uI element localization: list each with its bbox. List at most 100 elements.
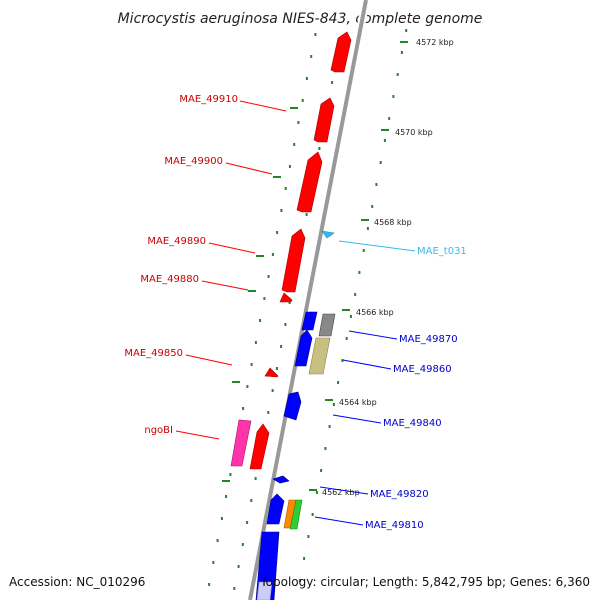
track-tick bbox=[275, 367, 278, 370]
track-tick bbox=[345, 337, 348, 340]
label-mae-49840[interactable]: MAE_49840 bbox=[383, 418, 442, 429]
label-mae-49860[interactable]: MAE_49860 bbox=[393, 364, 452, 375]
track-tick bbox=[305, 213, 308, 216]
track-tick bbox=[332, 403, 335, 406]
track-tick bbox=[259, 319, 262, 322]
track-tick bbox=[288, 301, 291, 304]
label-ngobi[interactable]: ngoBI bbox=[144, 425, 173, 436]
gene-blue-upper[interactable] bbox=[301, 311, 318, 331]
label-mae-49850[interactable]: MAE_49850 bbox=[124, 348, 183, 359]
connector-mae-49860 bbox=[342, 359, 392, 370]
map-title: Microcystis aeruginosa NIES-843, complet… bbox=[118, 11, 483, 27]
kbp-label-4572: 4572 kbp bbox=[416, 38, 454, 47]
track-tick bbox=[284, 323, 287, 326]
label-mae-49890[interactable]: MAE_49890 bbox=[147, 236, 206, 247]
track-tick bbox=[307, 535, 310, 538]
connector-mae-49880 bbox=[201, 280, 249, 291]
gene-mae-49810[interactable] bbox=[289, 499, 303, 530]
gene-mae-49860-blue[interactable] bbox=[294, 329, 313, 367]
track-tick bbox=[220, 517, 223, 520]
gene-mae-49820[interactable] bbox=[272, 475, 290, 484]
gene-mae-49840[interactable] bbox=[283, 391, 302, 421]
track-tick bbox=[388, 117, 391, 120]
track-major-tick bbox=[232, 381, 240, 383]
track-tick bbox=[216, 539, 219, 542]
kbp-scale: 4572 kbp 4570 kbp 4568 kbp 4566 kbp 4564… bbox=[322, 38, 454, 497]
connector-lines bbox=[175, 100, 416, 526]
track-tick bbox=[280, 345, 283, 348]
track-tick bbox=[362, 249, 365, 252]
connector-mae-49820 bbox=[319, 486, 369, 495]
gene-mae-t031[interactable] bbox=[321, 230, 335, 239]
track-tick bbox=[310, 55, 313, 58]
track-tick bbox=[246, 521, 249, 524]
track-tick bbox=[392, 95, 395, 98]
track-tick bbox=[212, 561, 215, 564]
label-mae-49910[interactable]: MAE_49910 bbox=[179, 94, 238, 105]
track-tick bbox=[242, 407, 245, 410]
track-tick bbox=[324, 447, 327, 450]
gene-ngobi[interactable] bbox=[249, 423, 270, 470]
label-mae-49820[interactable]: MAE_49820 bbox=[370, 489, 429, 500]
connector-mae-49870 bbox=[348, 330, 398, 340]
track-tick bbox=[331, 81, 334, 84]
track-major-tick bbox=[400, 41, 408, 43]
label-mae-49900[interactable]: MAE_49900 bbox=[164, 156, 223, 167]
gene-mae-49900[interactable] bbox=[296, 151, 323, 213]
track-tick bbox=[263, 297, 266, 300]
track-tick bbox=[379, 161, 382, 164]
connector-mae-49890 bbox=[208, 242, 256, 254]
track-tick bbox=[358, 271, 361, 274]
track-major-tick bbox=[256, 255, 264, 257]
track-major-tick bbox=[342, 309, 350, 311]
track-ticks bbox=[208, 29, 408, 590]
kbp-label-4562: 4562 kbp bbox=[322, 488, 360, 497]
gene-blue-lower[interactable] bbox=[266, 493, 285, 525]
track-tick bbox=[250, 499, 253, 502]
label-mae-49870[interactable]: MAE_49870 bbox=[399, 334, 458, 345]
connector-mae-49850 bbox=[185, 354, 233, 366]
track-major-tick bbox=[361, 219, 369, 221]
track-tick bbox=[246, 385, 249, 388]
gene-red-top[interactable] bbox=[330, 31, 352, 73]
label-mae-t031[interactable]: MAE_t031 bbox=[417, 246, 467, 257]
track-tick bbox=[405, 29, 408, 32]
label-mae-49810[interactable]: MAE_49810 bbox=[365, 520, 424, 531]
kbp-label-4566: 4566 kbp bbox=[356, 308, 394, 317]
track-tick bbox=[271, 389, 274, 392]
gene-mae-49860[interactable] bbox=[308, 337, 331, 375]
track-tick bbox=[337, 381, 340, 384]
track-major-tick bbox=[309, 489, 317, 491]
track-tick bbox=[314, 33, 317, 36]
track-tick bbox=[288, 165, 291, 168]
gene-mae-49850[interactable] bbox=[264, 367, 279, 378]
track-tick bbox=[208, 583, 211, 586]
track-tick bbox=[366, 227, 369, 230]
gene-mae-49910[interactable] bbox=[313, 97, 335, 143]
gene-mae-49890[interactable] bbox=[281, 228, 306, 293]
track-major-tick bbox=[248, 290, 256, 292]
track-tick bbox=[383, 139, 386, 142]
track-tick bbox=[250, 363, 253, 366]
track-tick bbox=[328, 425, 331, 428]
gene-features bbox=[230, 31, 352, 600]
connector-mae-49910 bbox=[239, 100, 287, 112]
gene-mae-49880[interactable] bbox=[279, 292, 293, 303]
connector-ngobi bbox=[175, 430, 220, 440]
track-tick bbox=[271, 253, 274, 256]
topology-text: Topology: circular; Length: 5,842,795 bp… bbox=[259, 575, 590, 589]
track-tick bbox=[298, 579, 301, 582]
gene-ngobi-magenta[interactable] bbox=[230, 419, 252, 467]
gene-lavender-bottom[interactable] bbox=[256, 581, 273, 600]
label-mae-49880[interactable]: MAE_49880 bbox=[140, 274, 199, 285]
track-tick bbox=[371, 205, 374, 208]
track-tick bbox=[254, 341, 257, 344]
gene-mae-49870[interactable] bbox=[318, 313, 336, 337]
track-tick bbox=[354, 293, 357, 296]
track-tick bbox=[241, 543, 244, 546]
track-tick bbox=[229, 473, 232, 476]
track-tick bbox=[237, 565, 240, 568]
left-labels: MAE_49910 MAE_49900 MAE_49890 MAE_49880 … bbox=[124, 94, 238, 436]
